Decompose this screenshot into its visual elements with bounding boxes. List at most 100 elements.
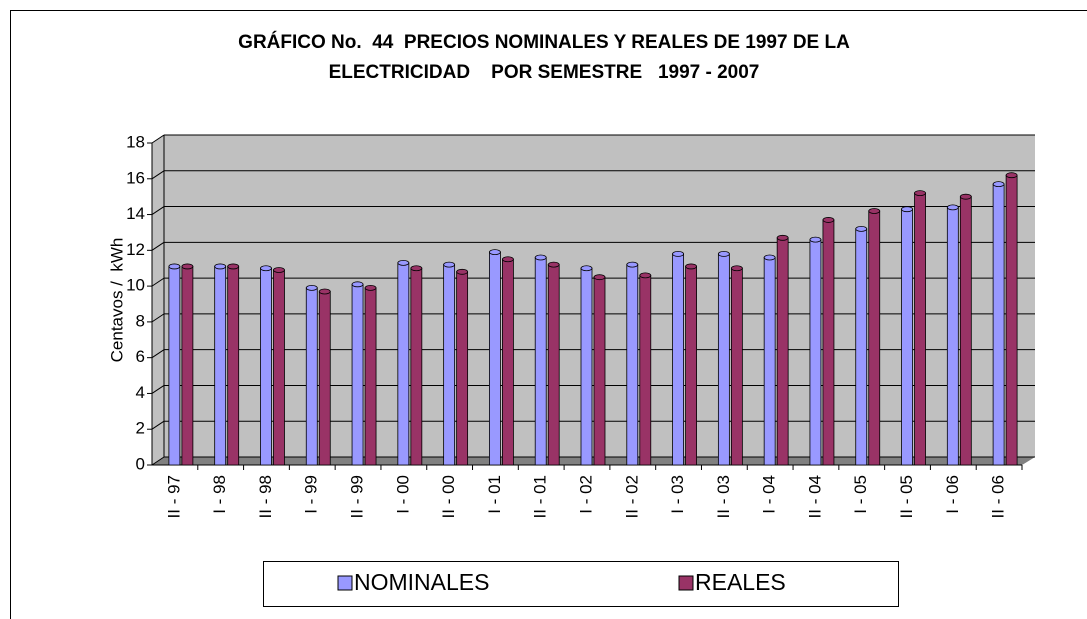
bar-cap xyxy=(305,284,318,291)
bar-cap xyxy=(946,204,959,211)
bar xyxy=(914,192,926,466)
bar-cap xyxy=(318,288,331,295)
x-tick-label: II - 01 xyxy=(531,475,550,518)
bar xyxy=(260,267,272,466)
grid-line xyxy=(151,206,165,215)
bar-cap xyxy=(685,263,697,270)
bar-cap xyxy=(547,261,560,268)
bar xyxy=(959,196,972,466)
bar xyxy=(547,264,560,466)
bar-cap xyxy=(168,263,181,270)
bar xyxy=(181,266,194,466)
x-tick-label: II - 03 xyxy=(714,475,733,518)
bar-cap xyxy=(639,272,652,279)
x-tick-label: II - 97 xyxy=(164,475,183,518)
bar xyxy=(351,283,364,466)
bar-cap xyxy=(489,249,501,256)
bar-cap xyxy=(502,256,514,263)
grid-line xyxy=(151,456,165,466)
bar-cap xyxy=(992,181,1005,188)
y-tick-label: 12 xyxy=(126,240,145,259)
x-tick-label: I - 05 xyxy=(851,475,870,514)
bar-cap xyxy=(672,251,684,257)
y-tick-label: 10 xyxy=(126,276,145,295)
x-tick-label: I - 06 xyxy=(943,475,962,514)
x-tick-label: II - 98 xyxy=(256,475,275,518)
x-tick-label: I - 03 xyxy=(668,475,687,514)
y-tick-label: 4 xyxy=(136,383,145,402)
bar xyxy=(502,258,514,466)
bar xyxy=(305,287,318,466)
grid-line xyxy=(151,349,165,359)
legend-label: REALES xyxy=(695,569,786,595)
bar-cap xyxy=(580,265,593,272)
chart-title: ELECTRICIDAD POR SEMESTRE 1997 - 2007 xyxy=(329,62,760,83)
bar-cap xyxy=(273,267,285,273)
bar xyxy=(489,251,501,466)
bar-cap xyxy=(901,206,913,213)
bar xyxy=(626,264,639,466)
bar xyxy=(868,210,881,466)
grid-line xyxy=(151,277,165,287)
legend-swatch xyxy=(678,575,694,591)
bar xyxy=(685,266,697,466)
chart-title: GRÁFICO No. 44 PRECIOS NOMINALES Y REALE… xyxy=(238,31,850,53)
bar-cap xyxy=(868,208,881,214)
x-tick-label: I - 01 xyxy=(485,475,504,514)
y-tick-label: 6 xyxy=(136,347,145,366)
y-tick-label: 2 xyxy=(136,419,145,438)
bar xyxy=(580,267,593,466)
x-tick-label: II - 99 xyxy=(348,475,367,518)
bar-cap xyxy=(776,234,789,241)
bar xyxy=(809,239,822,466)
bar xyxy=(763,257,776,466)
bar xyxy=(901,208,913,466)
bar-cap xyxy=(593,274,606,281)
x-tick-label: II - 04 xyxy=(805,475,824,518)
bar-cap xyxy=(809,236,822,243)
bar-cap xyxy=(730,265,743,272)
bar-cap xyxy=(260,265,272,272)
bar xyxy=(534,257,547,466)
y-tick-label: 8 xyxy=(136,311,145,330)
grid-line xyxy=(151,170,165,180)
bar xyxy=(364,287,377,466)
grid-line xyxy=(151,313,165,323)
bar xyxy=(946,206,959,466)
bar xyxy=(456,271,469,466)
grid-line xyxy=(151,134,165,144)
x-tick-label: II - 06 xyxy=(989,475,1008,518)
grid-line xyxy=(151,385,165,394)
bar xyxy=(214,266,227,466)
bar-cap xyxy=(959,193,972,200)
bar-cap xyxy=(914,190,926,196)
grid-line xyxy=(151,241,165,251)
x-tick-label: I - 04 xyxy=(760,475,779,514)
x-tick-label: II - 00 xyxy=(439,475,458,518)
x-tick-label: I - 99 xyxy=(302,475,321,514)
bar xyxy=(672,253,684,466)
bar xyxy=(443,264,456,466)
bar xyxy=(593,276,606,466)
bar xyxy=(273,269,285,466)
bar-cap xyxy=(1005,172,1018,179)
grid-line xyxy=(151,420,165,430)
bar xyxy=(717,253,730,466)
bar-cap xyxy=(181,263,194,270)
bar-cap xyxy=(227,263,240,270)
bar-cap xyxy=(763,254,776,261)
bar xyxy=(227,266,240,466)
bar-cap xyxy=(855,225,868,232)
bar-cap xyxy=(534,254,547,261)
x-tick-label: II - 05 xyxy=(897,475,916,518)
x-tick-label: I - 02 xyxy=(576,475,595,514)
legend-swatch xyxy=(337,575,353,591)
bar-cap xyxy=(626,261,639,268)
bar-cap xyxy=(364,284,377,291)
x-tick-label: I - 00 xyxy=(393,475,412,514)
bar xyxy=(639,274,652,466)
bar-cap xyxy=(822,217,835,223)
bar-cap xyxy=(443,261,456,268)
y-tick-label: 0 xyxy=(136,454,145,473)
